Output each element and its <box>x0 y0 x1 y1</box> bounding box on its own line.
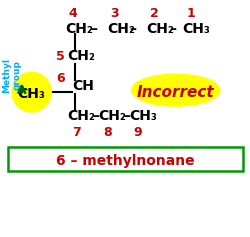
Text: 1: 1 <box>186 7 195 20</box>
Text: CH₃: CH₃ <box>183 22 210 36</box>
Text: CH₂: CH₂ <box>67 109 95 123</box>
Text: 3: 3 <box>111 7 119 20</box>
Ellipse shape <box>132 74 220 106</box>
Circle shape <box>12 72 51 112</box>
Text: 6: 6 <box>56 72 65 85</box>
Text: CH: CH <box>72 79 94 93</box>
Text: –: – <box>123 109 130 123</box>
Text: CH₂: CH₂ <box>67 49 95 63</box>
Text: CH₂: CH₂ <box>107 22 135 36</box>
Text: –: – <box>90 22 98 36</box>
Text: 4: 4 <box>68 7 77 20</box>
Text: CH₂: CH₂ <box>98 109 126 123</box>
Text: 5: 5 <box>56 50 65 63</box>
Text: Incorrect: Incorrect <box>137 85 214 100</box>
Text: Methyl
group: Methyl group <box>2 58 22 93</box>
Text: 9: 9 <box>133 126 142 139</box>
Text: –: – <box>169 22 176 36</box>
Text: 6 – methylnonane: 6 – methylnonane <box>56 154 195 168</box>
Text: CH₂: CH₂ <box>65 22 93 36</box>
FancyBboxPatch shape <box>8 147 244 171</box>
Text: –: – <box>130 22 137 36</box>
Text: CH₃: CH₃ <box>130 109 158 123</box>
Text: 7: 7 <box>72 126 81 139</box>
Text: CH₃: CH₃ <box>18 87 46 101</box>
Text: –: – <box>92 109 100 123</box>
Text: CH₂: CH₂ <box>146 22 174 36</box>
Text: 2: 2 <box>150 7 158 20</box>
Text: 8: 8 <box>103 126 112 139</box>
